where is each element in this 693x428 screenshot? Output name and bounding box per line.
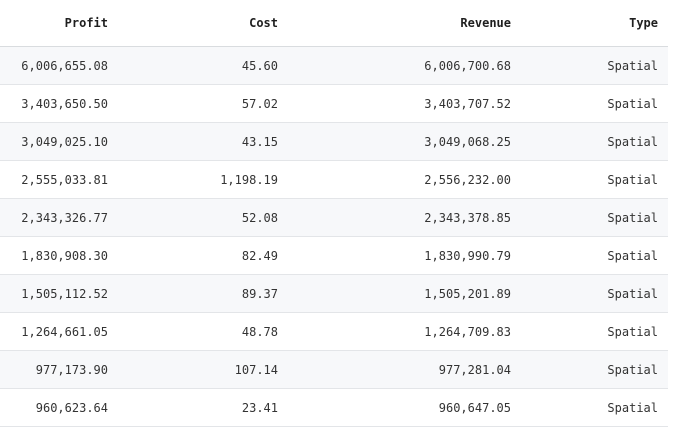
data-table: Profit Cost Revenue Type 6,006,655.08 45… (0, 0, 668, 427)
revenue-cell: 1,264,709.83 (288, 312, 521, 351)
profit-cell: 1,830,908.30 (0, 236, 118, 275)
table-header: Profit Cost Revenue Type (0, 0, 668, 47)
type-cell: Spatial (521, 312, 668, 351)
column-header-type[interactable]: Type (521, 0, 668, 47)
profit-cell: 3,049,025.10 (0, 122, 118, 161)
profit-cell: 1,264,661.05 (0, 312, 118, 351)
cost-cell: 43.15 (118, 122, 288, 161)
type-cell: Spatial (521, 274, 668, 313)
data-table-container: Profit Cost Revenue Type 6,006,655.08 45… (0, 0, 668, 427)
revenue-cell: 1,505,201.89 (288, 274, 521, 313)
profit-cell: 960,623.64 (0, 388, 118, 427)
column-header-revenue[interactable]: Revenue (288, 0, 521, 47)
column-header-profit[interactable]: Profit (0, 0, 118, 47)
table-row: 6,006,655.08 45.60 6,006,700.68 Spatial (0, 46, 668, 85)
table-row: 2,343,326.77 52.08 2,343,378.85 Spatial (0, 198, 668, 237)
table-row: 2,555,033.81 1,198.19 2,556,232.00 Spati… (0, 160, 668, 199)
table-row: 1,264,661.05 48.78 1,264,709.83 Spatial (0, 312, 668, 351)
cost-cell: 23.41 (118, 388, 288, 427)
revenue-cell: 1,830,990.79 (288, 236, 521, 275)
revenue-cell: 2,343,378.85 (288, 198, 521, 237)
type-cell: Spatial (521, 160, 668, 199)
column-header-cost[interactable]: Cost (118, 0, 288, 47)
revenue-cell: 977,281.04 (288, 350, 521, 389)
type-cell: Spatial (521, 46, 668, 85)
type-cell: Spatial (521, 198, 668, 237)
cost-cell: 52.08 (118, 198, 288, 237)
profit-cell: 2,343,326.77 (0, 198, 118, 237)
type-cell: Spatial (521, 122, 668, 161)
cost-cell: 89.37 (118, 274, 288, 313)
cost-cell: 107.14 (118, 350, 288, 389)
table-row: 1,830,908.30 82.49 1,830,990.79 Spatial (0, 236, 668, 275)
profit-cell: 3,403,650.50 (0, 84, 118, 123)
type-cell: Spatial (521, 236, 668, 275)
table-row: 977,173.90 107.14 977,281.04 Spatial (0, 350, 668, 389)
type-cell: Spatial (521, 84, 668, 123)
cost-cell: 57.02 (118, 84, 288, 123)
profit-cell: 2,555,033.81 (0, 160, 118, 199)
revenue-cell: 3,403,707.52 (288, 84, 521, 123)
header-row: Profit Cost Revenue Type (0, 0, 668, 47)
table-row: 3,049,025.10 43.15 3,049,068.25 Spatial (0, 122, 668, 161)
type-cell: Spatial (521, 350, 668, 389)
profit-cell: 1,505,112.52 (0, 274, 118, 313)
revenue-cell: 6,006,700.68 (288, 46, 521, 85)
table-row: 1,505,112.52 89.37 1,505,201.89 Spatial (0, 274, 668, 313)
cost-cell: 48.78 (118, 312, 288, 351)
cost-cell: 1,198.19 (118, 160, 288, 199)
table-row: 3,403,650.50 57.02 3,403,707.52 Spatial (0, 84, 668, 123)
revenue-cell: 960,647.05 (288, 388, 521, 427)
revenue-cell: 3,049,068.25 (288, 122, 521, 161)
cost-cell: 82.49 (118, 236, 288, 275)
type-cell: Spatial (521, 388, 668, 427)
table-row: 960,623.64 23.41 960,647.05 Spatial (0, 388, 668, 427)
revenue-cell: 2,556,232.00 (288, 160, 521, 199)
profit-cell: 977,173.90 (0, 350, 118, 389)
cost-cell: 45.60 (118, 46, 288, 85)
profit-cell: 6,006,655.08 (0, 46, 118, 85)
table-body: 6,006,655.08 45.60 6,006,700.68 Spatial … (0, 46, 668, 427)
